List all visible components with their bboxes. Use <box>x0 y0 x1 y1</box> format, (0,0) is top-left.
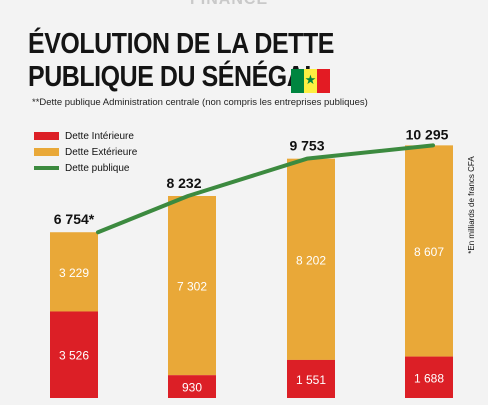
legend-item-exterieure: Dette Extérieure <box>34 144 137 160</box>
legend-swatch-publique <box>34 166 59 170</box>
bar-exterieure-4 <box>405 145 453 357</box>
label-exterieure-2: 7 302 <box>177 280 207 294</box>
legend-item-publique: Dette publique <box>34 160 137 176</box>
label-total-1: 6 754* <box>54 211 95 227</box>
line-dette-publique <box>96 143 435 235</box>
brand-text: FINANCE <box>190 0 268 9</box>
legend-label-exterieure: Dette Extérieure <box>65 146 138 158</box>
chart-title-line-2: PUBLIQUE DU SÉNÉGAL <box>28 61 320 93</box>
label-interieure-1: 3 526 <box>59 349 89 363</box>
legend-label-interieure: Dette Intérieure <box>65 130 134 142</box>
bar-exterieure-2 <box>168 195 216 376</box>
chart-legend: Dette Intérieure Dette Extérieure Dette … <box>34 128 137 176</box>
bar-interieure-4 <box>405 356 453 398</box>
bar-exterieure-1 <box>50 232 98 312</box>
bar-exterieure-3 <box>287 158 335 360</box>
label-interieure-3: 1 551 <box>296 373 326 387</box>
legend-item-interieure: Dette Intérieure <box>34 128 137 144</box>
chart-title: ÉVOLUTION DE LA DETTE PUBLIQUE DU SÉNÉGA… <box>28 28 334 94</box>
legend-label-publique: Dette publique <box>65 162 130 174</box>
label-exterieure-4: 8 607 <box>414 245 444 259</box>
label-interieure-2: 930 <box>182 381 202 395</box>
chart-subtitle: **Dette publique Administration centrale… <box>32 97 368 108</box>
label-total-3: 9 753 <box>289 138 324 154</box>
label-total-2: 8 232 <box>166 175 201 191</box>
bar-interieure-1 <box>50 311 98 398</box>
bar-interieure-2 <box>168 375 216 398</box>
senegal-flag-icon: ★ <box>291 69 330 93</box>
label-interieure-4: 1 688 <box>414 371 444 385</box>
label-total-4: 10 295 <box>406 126 449 142</box>
bar-interieure-3 <box>287 359 335 398</box>
label-exterieure-1: 3 229 <box>59 266 89 280</box>
flag-star-icon: ★ <box>304 72 317 87</box>
legend-swatch-interieure <box>34 132 59 140</box>
legend-swatch-exterieure <box>34 148 59 156</box>
label-exterieure-3: 8 202 <box>296 253 326 267</box>
chart-title-line-1: ÉVOLUTION DE LA DETTE <box>28 28 334 60</box>
